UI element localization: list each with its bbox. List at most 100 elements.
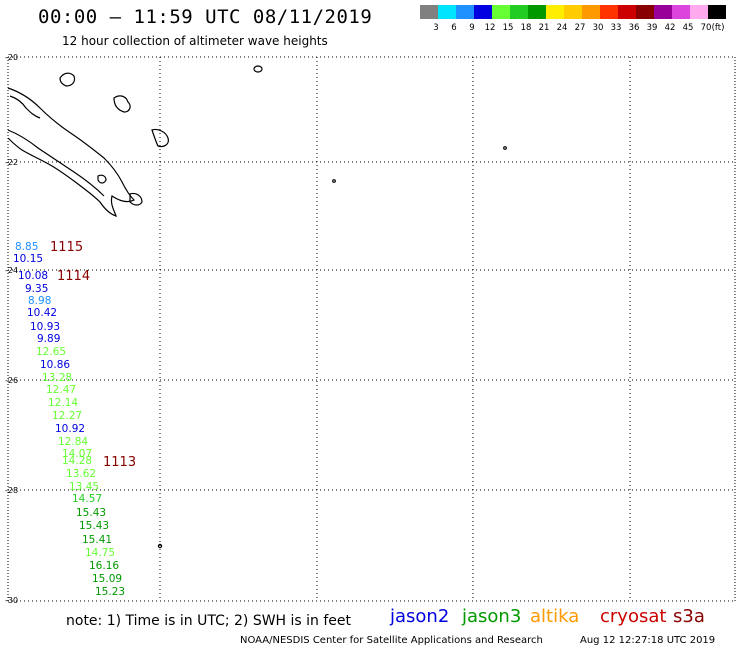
footer-note: note: 1) Time is in UTC; 2) SWH is in fe…	[66, 613, 352, 629]
coastline-isle-walpole	[253, 65, 263, 73]
coastline-islet-3	[157, 543, 163, 549]
obs-label: 15.09	[92, 573, 122, 585]
obs-label: 10.86	[40, 359, 70, 371]
legend-tick-label: 12	[485, 23, 496, 33]
legend-swatch	[438, 5, 456, 19]
lat-label-26: -26	[5, 376, 18, 385]
wave-height-map: -20 -22 -24 -26 -28 -30 165 168 171 174 …	[2, 53, 736, 605]
legend-swatch	[492, 5, 510, 19]
lon-label-171: 171	[311, 604, 326, 605]
obs-label: 15.41	[82, 534, 112, 546]
legend-swatch	[474, 5, 492, 19]
obs-label: 8.85	[15, 241, 38, 253]
obs-label: 15.43	[76, 507, 106, 519]
legend-tick-label: 33	[611, 23, 622, 33]
legend-tick-label: 15	[503, 23, 514, 33]
legend-tick-label: 39	[647, 23, 658, 33]
legend-unit-label: (ft)	[712, 23, 725, 33]
lat-label-20: -20	[5, 53, 18, 62]
legend-tick-label: 24	[557, 23, 568, 33]
coastline-isle-lifou	[151, 128, 169, 148]
coastline-main-island	[7, 87, 136, 217]
lon-label-165: 165	[2, 604, 17, 605]
obs-label: 10.08	[18, 270, 48, 282]
legend-tick-label: 42	[665, 23, 676, 33]
obs-label: 12.27	[52, 410, 82, 422]
lat-label-28: -28	[5, 486, 18, 495]
obs-label: 10.15	[13, 253, 43, 265]
legend-swatch	[600, 5, 618, 19]
pass-time-label: 1113	[103, 455, 136, 470]
wave-height-legend: 3 6 9 12 15 18 21 24 27 30 33 36 39 42 45 70 (ft)	[420, 5, 726, 33]
coastline	[7, 65, 507, 549]
satellite-jason2-label: jason2	[390, 606, 450, 627]
obs-label: 14.07	[62, 448, 92, 460]
obs-label: 10.42	[27, 307, 57, 319]
legend-swatch	[420, 5, 438, 19]
legend-tick-label: 45	[683, 23, 694, 33]
legend-tick-label: 3	[433, 23, 438, 33]
satellite-cryosat-label: cryosat	[600, 606, 667, 627]
obs-label: 14.57	[72, 493, 102, 505]
legend-tick-label: 70	[701, 23, 712, 33]
obs-label: 13.28	[42, 372, 72, 384]
obs-label: 13.45	[69, 481, 99, 493]
legend-swatch	[582, 5, 600, 19]
legend-swatch	[708, 5, 726, 19]
lon-labels: 165 168 171 174 177	[2, 604, 638, 605]
footer-credit: NOAA/NESDIS Center for Satellite Applica…	[240, 635, 543, 646]
obs-label: 16.16	[89, 560, 119, 572]
obs-label: 12.14	[48, 397, 78, 409]
pass-time-label: 1114	[57, 269, 90, 284]
legend-swatch	[690, 5, 708, 19]
legend-swatch	[618, 5, 636, 19]
legend-swatch	[654, 5, 672, 19]
obs-label: 10.92	[55, 423, 85, 435]
map-frame	[7, 57, 736, 601]
legend-swatch	[510, 5, 528, 19]
coastline-reef	[7, 129, 105, 197]
legend-tick-label: 30	[593, 23, 604, 33]
satellite-jason3-label: jason3	[462, 606, 522, 627]
map-grid	[8, 56, 735, 602]
obs-label: 9.89	[37, 333, 60, 345]
map-title: 00:00 — 11:59 UTC 08/11/2019	[38, 6, 373, 28]
obs-label: 12.47	[46, 384, 76, 396]
legend-swatch	[546, 5, 564, 19]
obs-label: 8.98	[28, 295, 51, 307]
lon-label-168: 168	[155, 604, 170, 605]
obs-label: 9.35	[25, 283, 48, 295]
legend-swatch	[672, 5, 690, 19]
lat-label-22: -22	[5, 158, 18, 167]
coastline-isle-ouvea	[113, 95, 131, 113]
obs-label: 15.43	[79, 520, 109, 532]
satellite-altika-label: altika	[530, 606, 580, 627]
obs-label: 13.62	[66, 468, 96, 480]
lat-label-30: -30	[5, 596, 18, 605]
map-subtitle: 12 hour collection of altimeter wave hei…	[62, 34, 328, 48]
legend-swatch	[456, 5, 474, 19]
legend-swatch	[528, 5, 546, 19]
legend-tick-label: 21	[539, 23, 550, 33]
obs-label: 12.65	[36, 346, 66, 358]
coastline-isle-mare	[129, 192, 143, 206]
lon-label-174: 174	[467, 604, 482, 605]
pass-time-label: 1115	[50, 240, 83, 255]
lat-labels: -20 -22 -24 -26 -28 -30	[5, 53, 18, 605]
legend-tick-label: 27	[575, 23, 586, 33]
observation-labels: 8.85 10.15 10.08 9.35 8.98 10.42 10.93 9…	[13, 241, 125, 598]
obs-label: 12.84	[58, 436, 88, 448]
coastline-islet-2	[503, 146, 507, 150]
footer-timestamp: Aug 12 12:27:18 UTC 2019	[580, 635, 716, 646]
obs-label: 14.28	[62, 455, 92, 467]
coastline-north	[9, 95, 41, 119]
legend-tick-label: 36	[629, 23, 640, 33]
legend-tick-label: 18	[521, 23, 532, 33]
lon-label-177: 177	[623, 604, 638, 605]
obs-label: 10.93	[30, 321, 60, 333]
obs-label: 15.23	[95, 586, 125, 598]
satellite-s3a-label: s3a	[673, 606, 705, 627]
pass-time-labels: 1115 1114 1113	[50, 240, 136, 470]
lat-label-24: -24	[5, 266, 18, 275]
legend-tick-label: 6	[451, 23, 456, 33]
